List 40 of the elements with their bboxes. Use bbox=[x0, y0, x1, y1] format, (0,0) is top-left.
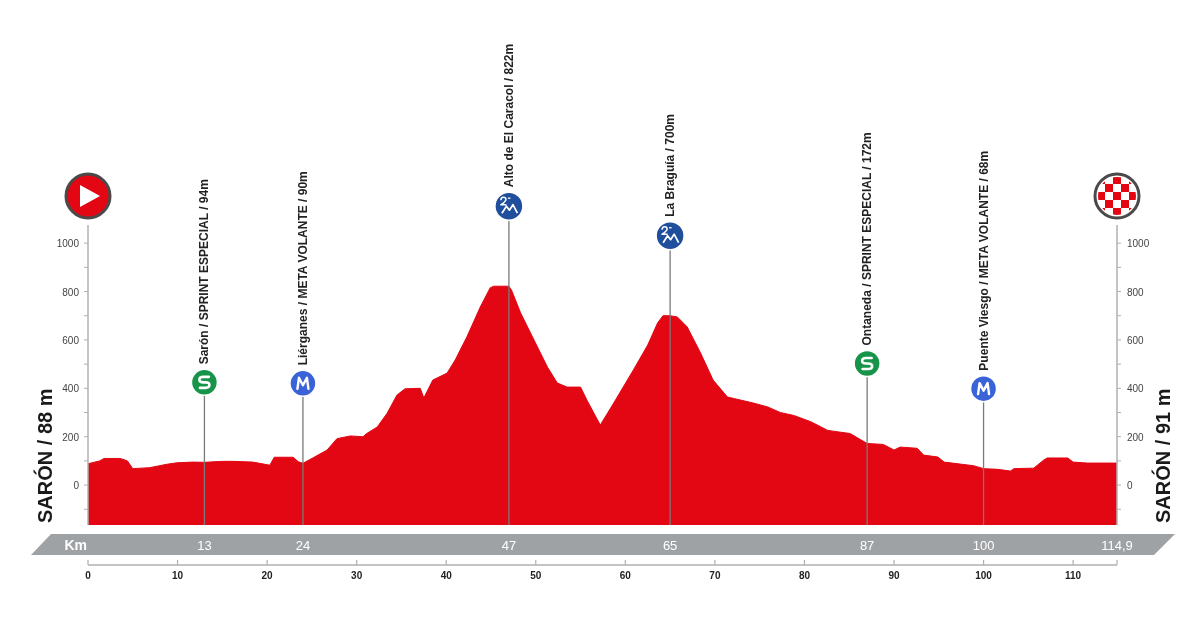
ref-line-label: Puente Viesgo / META VOLANTE / 68m bbox=[976, 150, 991, 371]
y2-tick-label: 200 bbox=[1127, 431, 1145, 443]
y2-tick-label: 1000 bbox=[1127, 237, 1150, 249]
ref-line-label: Liérganes / META VOLANTE / 90m bbox=[295, 171, 310, 366]
ref-line-label: Ontaneda / SPRINT ESPECIAL / 172m bbox=[860, 132, 875, 346]
x2-tick-label: 87 bbox=[859, 537, 875, 553]
x-tick-label: 30 bbox=[351, 570, 363, 581]
ref-line-label: Alto de El Caracol / 822m bbox=[501, 43, 516, 188]
y-tick-label: 1000 bbox=[56, 237, 80, 249]
y-tick-label: 600 bbox=[62, 334, 80, 346]
y2-tick-label: 0 bbox=[1127, 479, 1133, 491]
x2-tick-label: 65 bbox=[662, 537, 678, 553]
y-tick-label: 800 bbox=[62, 286, 80, 298]
x2-tick-label: 47 bbox=[501, 537, 517, 553]
x-tick-label: 80 bbox=[798, 570, 811, 581]
ref-line-label: La Braguía / 700m bbox=[663, 114, 678, 217]
y-tick-label: 200 bbox=[62, 431, 80, 443]
y2-tick-label: 600 bbox=[1127, 334, 1145, 346]
x2-tick-label: 100 bbox=[972, 537, 995, 553]
y-axis-title: SARÓN / 88 m bbox=[33, 388, 56, 523]
x-tick-label: 20 bbox=[261, 570, 274, 581]
x-tick-label: 40 bbox=[440, 570, 453, 581]
x-tick-label: 10 bbox=[171, 570, 184, 581]
x-tick-label: 90 bbox=[888, 570, 900, 581]
x2-tick-label: 13 bbox=[197, 537, 212, 553]
y2-tick-label: 400 bbox=[1127, 382, 1145, 394]
y2-tick-label: 800 bbox=[1127, 286, 1145, 298]
x-tick-label: 60 bbox=[619, 570, 632, 581]
y-tick-label: 400 bbox=[62, 382, 80, 394]
x2-tick-label: 114,9 bbox=[1101, 537, 1133, 553]
y2-axis-title: SARÓN / 91 m bbox=[1151, 388, 1174, 523]
x-tick-label: 70 bbox=[709, 570, 721, 581]
x-tick-label: 50 bbox=[530, 570, 542, 581]
x2-axis-title: Km bbox=[64, 537, 87, 553]
x-tick-label: 110 bbox=[1065, 570, 1082, 581]
y-tick-label: 0 bbox=[73, 479, 80, 491]
x2-tick-label: 24 bbox=[295, 537, 311, 553]
x-tick-label: 0 bbox=[85, 570, 92, 581]
x-tick-label: 100 bbox=[975, 570, 993, 581]
ref-line-label: Sarón / SPRINT ESPECIAL / 94m bbox=[197, 179, 212, 365]
